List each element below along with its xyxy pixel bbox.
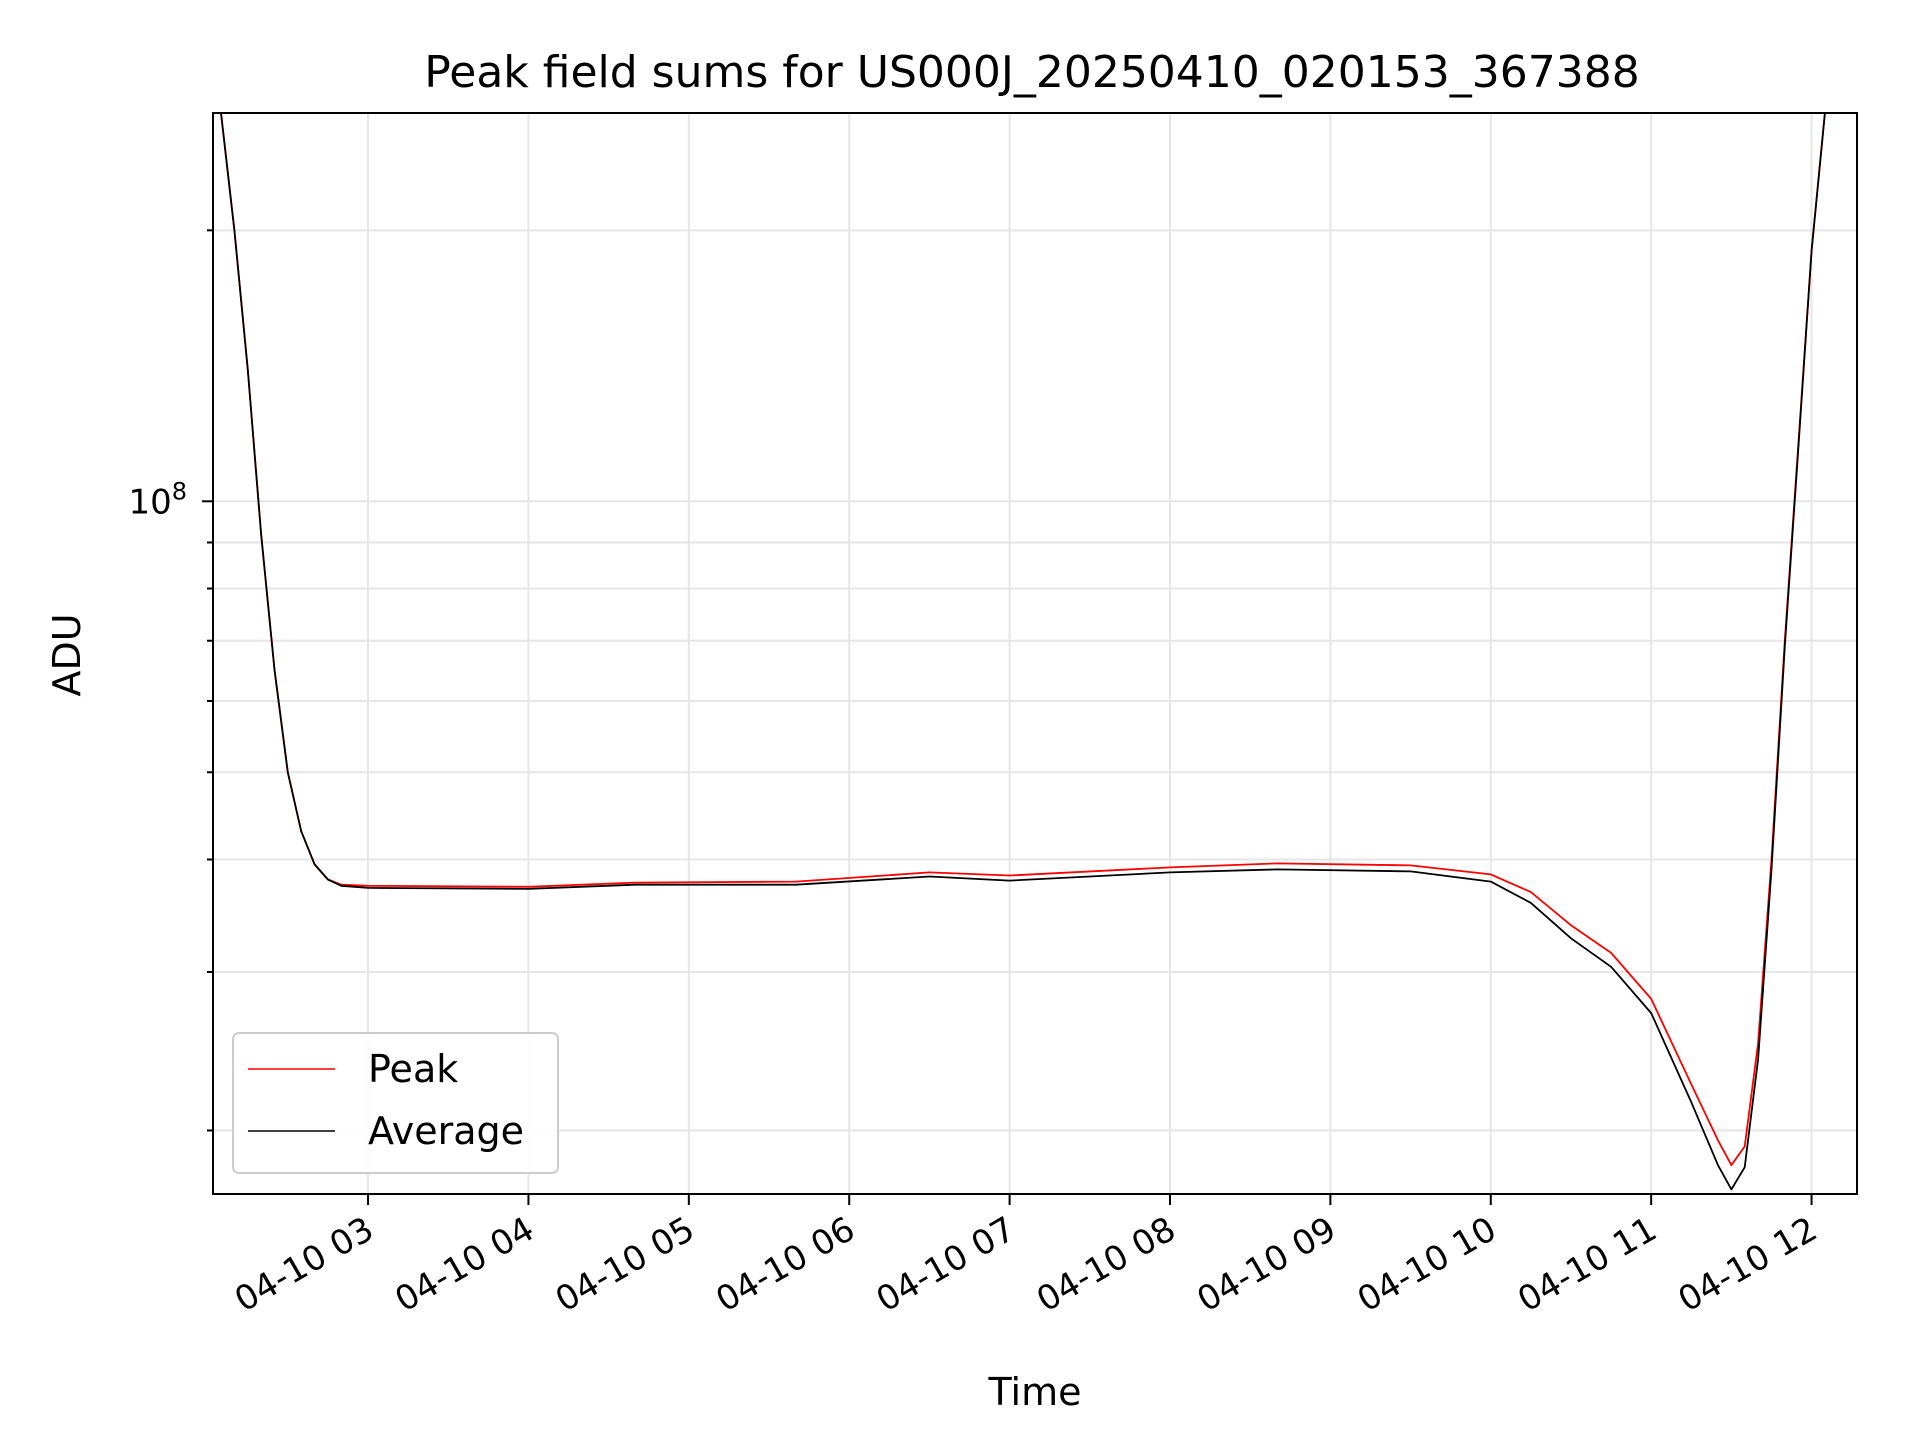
legend-label-peak: Peak xyxy=(368,1047,458,1091)
x-axis-label: Time xyxy=(988,1370,1082,1414)
series-line-average xyxy=(220,113,1826,1191)
series-lines xyxy=(220,113,1826,1191)
legend-box xyxy=(232,1032,559,1174)
plot-frame xyxy=(212,112,1858,1195)
y-axis-label: ADU xyxy=(45,613,89,696)
grid xyxy=(213,113,1857,1194)
legend: Peak Average xyxy=(232,1032,559,1174)
chart-title: Peak field sums for US000J_20250410_0201… xyxy=(424,47,1639,98)
legend-label-average: Average xyxy=(368,1109,524,1153)
